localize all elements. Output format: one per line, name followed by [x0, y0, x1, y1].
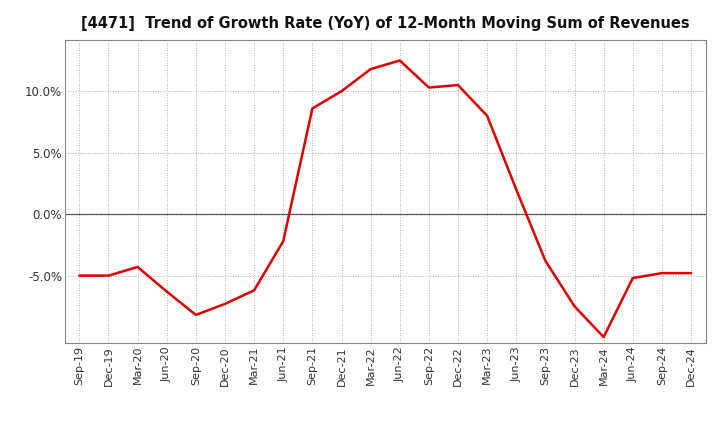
Title: [4471]  Trend of Growth Rate (YoY) of 12-Month Moving Sum of Revenues: [4471] Trend of Growth Rate (YoY) of 12-…: [81, 16, 690, 32]
